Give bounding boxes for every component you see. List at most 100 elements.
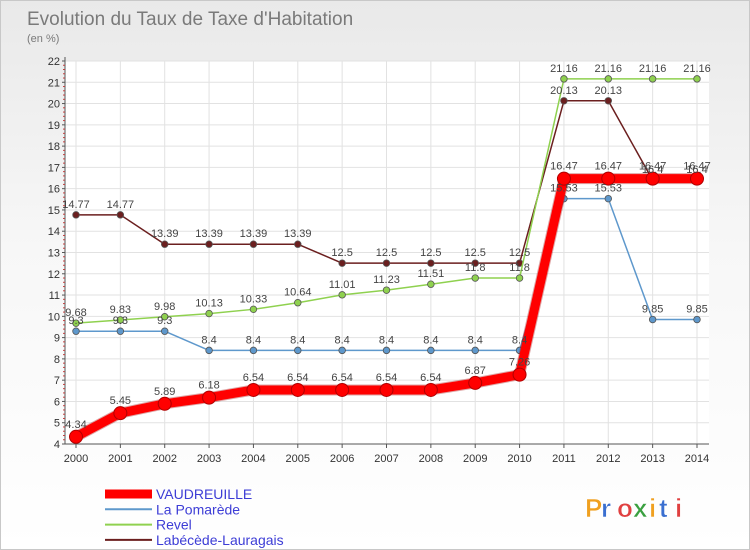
data-point: [205, 346, 213, 355]
data-point: [161, 313, 169, 321]
series-vaudreuille: [69, 171, 704, 444]
data-label: 14.77: [62, 199, 90, 211]
data-label: 16.47: [550, 161, 578, 173]
y-tick-label: 17: [48, 162, 60, 174]
y-tick-label: 4: [54, 439, 60, 451]
data-point: [161, 240, 169, 248]
x-tick-label: 2009: [463, 453, 487, 465]
x-tick-label: 2007: [374, 453, 398, 465]
data-label: 8.4: [423, 334, 438, 346]
data-label: 10.33: [240, 293, 268, 305]
legend-label: Labécède-Lauragais: [156, 532, 284, 548]
data-label: 20.13: [595, 85, 623, 97]
data-label: 13.39: [195, 228, 223, 240]
data-point: [72, 327, 80, 335]
logo-letter: t: [659, 493, 669, 523]
data-point: [290, 382, 305, 397]
data-label: 9.3: [68, 315, 83, 327]
data-point: [157, 396, 172, 411]
data-point: [471, 274, 479, 282]
series-lines: [69, 75, 704, 444]
x-tick-label: 2002: [152, 453, 176, 465]
data-point: [648, 75, 657, 83]
data-label: 21.16: [550, 63, 578, 75]
data-point: [471, 259, 479, 267]
data-label: 12.5: [420, 247, 441, 259]
data-label: 11.23: [373, 274, 400, 286]
legend-label: VAUDREUILLE: [156, 486, 252, 502]
data-label: 15.53: [595, 183, 623, 195]
data-label: 14.77: [107, 199, 135, 211]
data-label: 13.39: [151, 228, 179, 240]
x-tick-label: 2005: [286, 453, 310, 465]
data-label: 9.68: [65, 307, 86, 319]
data-label: 5.45: [110, 395, 131, 407]
data-label: 8.4: [512, 334, 527, 346]
data-label: 12.5: [465, 247, 486, 259]
data-label: 6.87: [465, 365, 486, 377]
data-point: [560, 75, 568, 83]
y-tick-label: 18: [48, 141, 60, 153]
data-label: 16.47: [683, 161, 711, 173]
logo-letter: i: [649, 493, 657, 523]
x-tick-label: 2010: [507, 453, 531, 465]
data-label: 9.3: [113, 315, 128, 327]
data-label: 4.34: [65, 419, 86, 431]
x-tick-label: 2003: [197, 453, 221, 465]
data-label: 11.01: [329, 279, 356, 291]
data-point: [72, 319, 80, 327]
data-point: [512, 367, 527, 382]
data-label: 16.4: [686, 164, 707, 176]
data-label: 8.4: [468, 334, 483, 346]
data-point: [205, 240, 213, 248]
x-tick-label: 2013: [640, 453, 664, 465]
y-tick-label: 8: [54, 354, 60, 366]
data-point: [294, 299, 302, 307]
legend-label: La Pomarède: [156, 501, 240, 517]
data-point: [690, 171, 704, 186]
data-point: [249, 240, 258, 248]
data-label: 8.4: [246, 334, 261, 346]
y-tick-label: 16: [48, 184, 60, 196]
data-label: 12.5: [376, 247, 397, 259]
data-label: 13.39: [284, 228, 312, 240]
data-label: 11.8: [509, 262, 530, 274]
data-point: [69, 429, 83, 444]
data-point: [379, 382, 394, 397]
y-tick-label: 5: [54, 418, 60, 430]
data-point: [294, 240, 302, 248]
data-label: 11.51: [417, 268, 444, 280]
series-revel: [72, 75, 701, 327]
logo-letter: i: [675, 493, 683, 523]
data-point: [604, 194, 612, 203]
logo-letter: P: [585, 493, 603, 523]
axes: 4 5 6 7 8 9 10 11 12 13 14 15 16 17 18 19 20 21 22 2000 2001…: [48, 56, 709, 465]
y-tick-label: 12: [48, 269, 60, 281]
data-label: 21.16: [639, 63, 667, 75]
chart-title: Evolution du Taux de Taxe d'Habitation: [27, 9, 353, 30]
data-point: [249, 305, 258, 314]
data-point: [427, 280, 435, 288]
data-label: 16.47: [595, 161, 623, 173]
proxiti-logo: Pr o x i t i: [585, 493, 683, 524]
y-tick-label: 11: [49, 290, 60, 302]
data-label: 6.54: [331, 372, 352, 384]
data-label: 16.4: [642, 164, 663, 176]
data-point: [116, 316, 125, 324]
data-point: [556, 171, 571, 186]
data-label: 20.13: [550, 85, 578, 97]
data-point: [382, 346, 391, 355]
data-label: 7.26: [509, 357, 530, 369]
data-point: [338, 346, 346, 355]
data-point: [471, 346, 479, 355]
data-label: 9.85: [686, 304, 707, 316]
y-tick-label: 9: [54, 333, 60, 345]
data-point: [382, 286, 391, 294]
data-label: 8.4: [334, 334, 349, 346]
data-point: [423, 382, 438, 397]
data-point: [604, 75, 612, 83]
data-point: [468, 375, 483, 390]
data-point: [382, 259, 391, 267]
